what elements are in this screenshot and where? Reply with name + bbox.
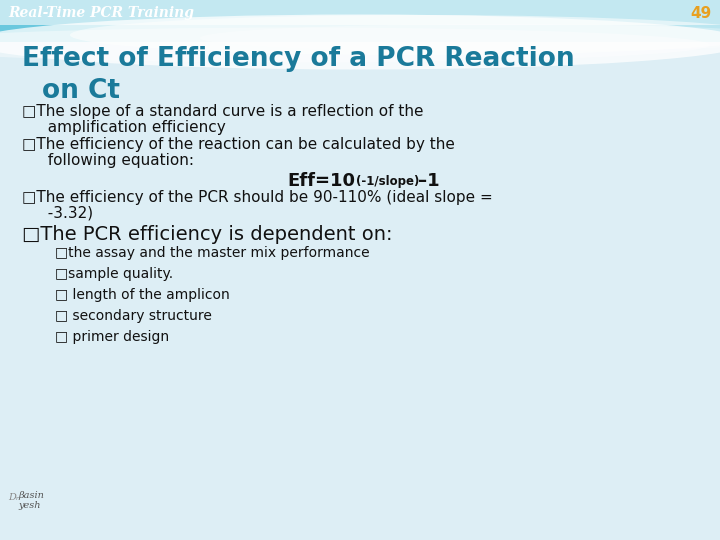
Text: □The slope of a standard curve is a reflection of the: □The slope of a standard curve is a refl… [22, 104, 423, 119]
Ellipse shape [200, 24, 720, 52]
Bar [0, 0, 720, 42]
Text: □the assay and the master mix performance: □the assay and the master mix performanc… [55, 246, 369, 260]
Text: □The PCR efficiency is dependent on:: □The PCR efficiency is dependent on: [22, 225, 392, 244]
Text: □The efficiency of the reaction can be calculated by the: □The efficiency of the reaction can be c… [22, 137, 455, 152]
Bar [0, 0, 720, 25]
Text: □The efficiency of the PCR should be 90-110% (ideal slope =: □The efficiency of the PCR should be 90-… [22, 190, 492, 205]
Text: Effect of Efficiency of a PCR Reaction: Effect of Efficiency of a PCR Reaction [22, 46, 575, 72]
Text: Eff=10: Eff=10 [287, 172, 355, 190]
Text: □ length of the amplicon: □ length of the amplicon [55, 288, 230, 302]
Text: 49: 49 [690, 6, 712, 21]
Text: βasin
yesh: βasin yesh [18, 491, 44, 510]
Text: □ primer design: □ primer design [55, 330, 169, 344]
Text: □ secondary structure: □ secondary structure [55, 309, 212, 323]
Text: -3.32): -3.32) [38, 206, 93, 221]
Text: □sample quality.: □sample quality. [55, 267, 173, 281]
Text: –1: –1 [418, 172, 440, 190]
Ellipse shape [70, 15, 720, 55]
Text: (-1/slope): (-1/slope) [356, 175, 419, 188]
Text: amplification efficiency: amplification efficiency [38, 120, 226, 135]
Ellipse shape [0, 28, 710, 63]
Text: Real-Time PCR Training: Real-Time PCR Training [8, 6, 194, 20]
Text: Dᵣ: Dᵣ [8, 493, 19, 502]
Text: on Ct: on Ct [42, 78, 120, 104]
Ellipse shape [0, 15, 720, 70]
Text: following equation:: following equation: [38, 153, 194, 168]
